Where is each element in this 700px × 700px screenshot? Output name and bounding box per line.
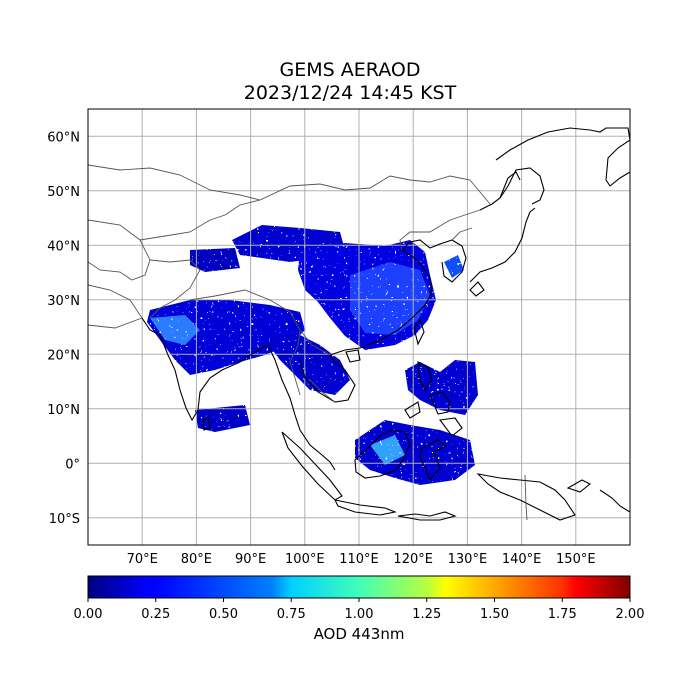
colorbar-tick-label: 0.50 [209,607,238,622]
lon-tick-label: 80°E [181,552,212,567]
colorbar-tick-label: 0.75 [277,607,306,622]
lat-tick-label: 60°N [47,130,80,145]
lon-tick-label: 130°E [448,552,488,567]
latitude-tick-labels: 60°N 50°N 40°N 30°N 20°N 10°N 0° 10°S [47,130,80,527]
colorbar-tick-label: 1.25 [412,607,441,622]
lat-tick-label: 20°N [47,348,80,363]
lon-tick-label: 140°E [502,552,542,567]
colorbar-tick-label: 2.00 [616,607,645,622]
colorbar [88,576,630,598]
colorbar-ticks: 0.00 0.25 0.50 0.75 1.00 1.25 1.50 1.75 2.00 [74,598,645,622]
lat-tick-label: 40°N [47,239,80,254]
colorbar-tick-label: 0.25 [141,607,170,622]
colorbar-tick-label: 0.00 [74,607,103,622]
lat-tick-label: 50°N [47,185,80,200]
chart-subtitle-datetime: 2023/12/24 14:45 KST [243,82,457,104]
map-gridlines [88,109,630,545]
colorbar-label: AOD 443nm [314,625,405,643]
colorbar-tick-label: 1.75 [548,607,577,622]
lat-tick-label: 0° [65,457,80,472]
map-frame [87,108,631,546]
lon-tick-label: 70°E [127,552,158,567]
lon-tick-label: 110°E [339,552,379,567]
colorbar-tick-label: 1.00 [345,607,374,622]
lon-tick-label: 100°E [285,552,325,567]
lon-tick-label: 150°E [556,552,596,567]
country-borders [88,164,528,521]
aod-field [147,225,478,485]
lat-tick-label: 10°N [47,403,80,418]
colorbar-tick-label: 1.50 [480,607,509,622]
lat-tick-label: 30°N [47,294,80,309]
lat-tick-label: 10°S [49,512,80,527]
lon-tick-label: 120°E [393,552,433,567]
chart-title: GEMS AERAOD [279,59,421,81]
longitude-tick-labels: 70°E 80°E 90°E 100°E 110°E 120°E 130°E 140°E 150… [127,552,596,567]
coastlines [141,127,630,521]
lon-tick-label: 90°E [235,552,266,567]
